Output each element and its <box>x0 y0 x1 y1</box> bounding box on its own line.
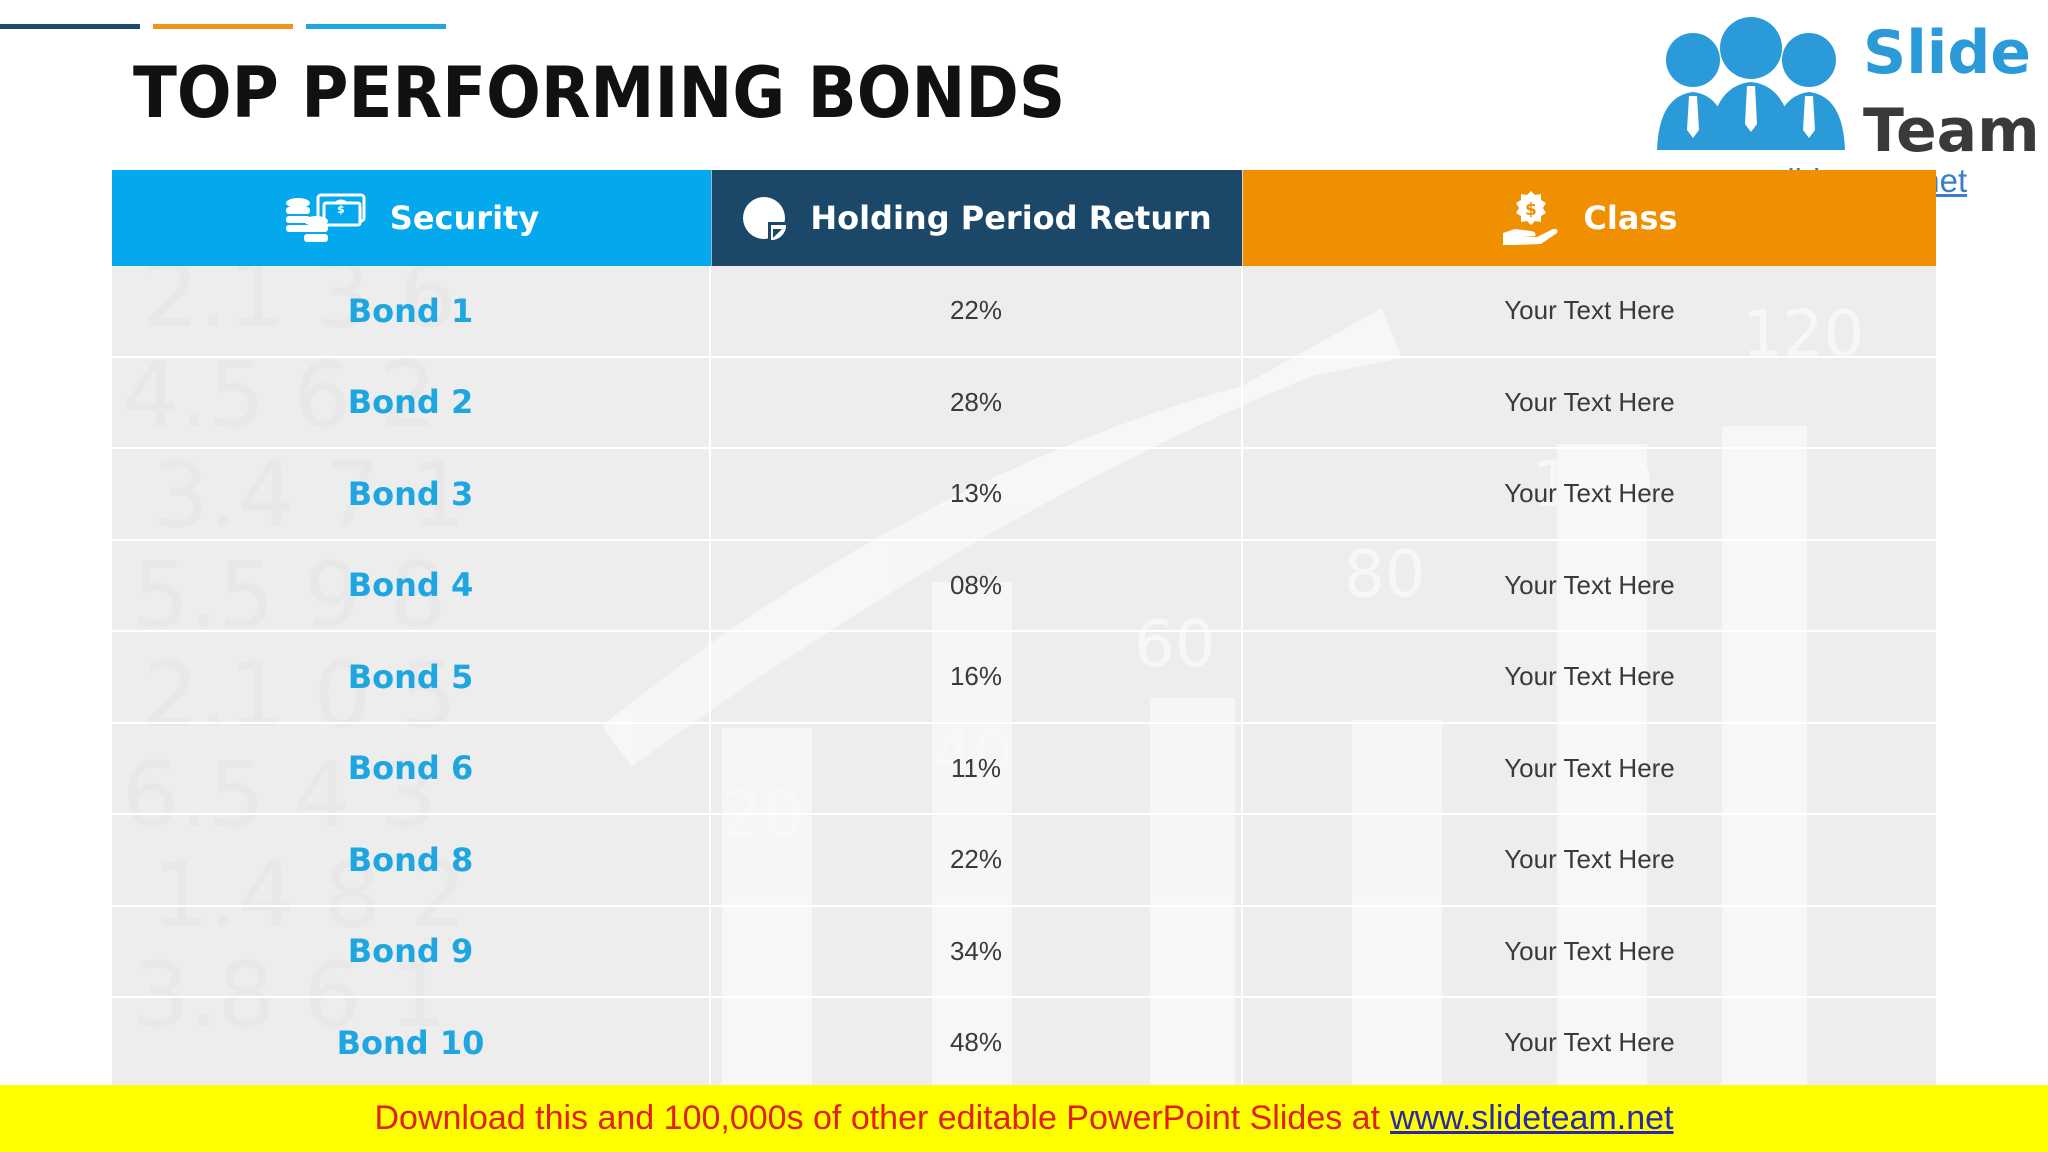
svg-text:1.4 8 2: 1.4 8 2 <box>152 843 467 948</box>
table-row: Bond 1 22% Your Text Here <box>112 266 1936 358</box>
return-cell: 13% <box>711 449 1243 539</box>
svg-text:20: 20 <box>722 778 803 852</box>
svg-text:100: 100 <box>1532 448 1654 522</box>
table-row: Bond 8 22% Your Text Here <box>112 815 1936 907</box>
svg-text:80: 80 <box>1344 538 1425 612</box>
svg-text:60: 60 <box>1134 608 1215 682</box>
svg-text:3.8 6 1: 3.8 6 1 <box>132 943 447 1048</box>
people-logo-icon <box>1657 17 1845 150</box>
return-cell: 48% <box>711 998 1243 1085</box>
security-cell: Bond 8 <box>112 815 711 905</box>
class-cell: Your Text Here <box>1504 844 1675 875</box>
class-cell: Your Text Here <box>1504 386 1675 417</box>
logo-word-team: Team <box>1863 96 2040 166</box>
security-cell: Bond 9 <box>112 906 711 996</box>
header-class-label: Class <box>1583 199 1678 237</box>
svg-text:120: 120 <box>1742 298 1864 372</box>
table-row: Bond 4 08% Your Text Here <box>112 540 1936 632</box>
svg-text:6.5 4 3: 6.5 4 3 <box>122 743 437 848</box>
header-security: $ Security <box>112 170 711 266</box>
banner-link[interactable]: www.slideteam.net <box>1390 1099 1674 1137</box>
svg-text:2.1 0 5: 2.1 0 5 <box>142 643 457 748</box>
slideteam-logo[interactable]: Slide Team www.slideteam.net <box>1641 0 2048 199</box>
page-title: TOP PERFORMING BONDS <box>133 52 1066 134</box>
table-row: Bond 6 11% Your Text Here <box>112 723 1936 815</box>
class-cell: Your Text Here <box>1504 935 1675 966</box>
table-body: Bond 1 22% Your Text Here Bond 2 28% You… <box>112 266 1936 1085</box>
header-class: $ Class <box>1243 170 1936 266</box>
return-cell: 28% <box>711 357 1243 447</box>
return-cell: 08% <box>711 540 1243 630</box>
svg-text:4.5 6 2: 4.5 6 2 <box>122 343 437 448</box>
table-row: Bond 10 48% Your Text Here <box>112 998 1936 1085</box>
svg-text:40: 40 <box>932 718 1013 792</box>
chart-background-image: 120 100 80 60 40 20 2.1 3 6 4.5 6 2 3.4 … <box>122 266 1864 1085</box>
return-cell: 34% <box>711 906 1243 996</box>
header-return-label: Holding Period Return <box>810 199 1212 237</box>
class-cell: Your Text Here <box>1504 1027 1675 1058</box>
svg-text:3.4 7 1: 3.4 7 1 <box>152 443 467 548</box>
class-cell: Your Text Here <box>1504 478 1675 509</box>
security-cell: Bond 5 <box>112 632 711 722</box>
security-cell: Bond 1 <box>112 266 711 356</box>
accent-line-blue <box>306 24 446 29</box>
security-cell: Bond 6 <box>112 723 711 813</box>
header-security-label: Security <box>389 199 540 237</box>
table-row: Bond 9 34% Your Text Here <box>112 906 1936 998</box>
table-header-row: $ Security Holding Period <box>112 170 1936 266</box>
security-cell: Bond 3 <box>112 449 711 539</box>
table-row: Bond 2 28% Your Text Here <box>112 357 1936 449</box>
security-cell: Bond 10 <box>112 998 711 1085</box>
class-cell: Your Text Here <box>1504 295 1675 326</box>
logo-word-slide: Slide <box>1863 18 2031 88</box>
class-cell: Your Text Here <box>1504 752 1675 783</box>
svg-text:$: $ <box>337 203 345 216</box>
accent-line-navy <box>0 24 140 29</box>
hand-dollar-icon: $ <box>1503 191 1558 245</box>
table-row: Bond 3 13% Your Text Here <box>112 449 1936 541</box>
accent-line-orange <box>153 24 293 29</box>
svg-text:$: $ <box>1525 200 1537 220</box>
return-cell: 16% <box>711 632 1243 722</box>
class-cell: Your Text Here <box>1504 661 1675 692</box>
banner-text: Download this and 100,000s of other edit… <box>374 1099 1381 1137</box>
security-cell: Bond 4 <box>112 540 711 630</box>
bonds-table: 120 100 80 60 40 20 2.1 3 6 4.5 6 2 3.4 … <box>112 170 1936 1085</box>
title-accent-lines <box>0 24 460 29</box>
return-cell: 22% <box>711 266 1243 356</box>
money-coins-icon: $ <box>285 193 366 242</box>
download-banner: Download this and 100,000s of other edit… <box>0 1085 2048 1152</box>
security-cell: Bond 2 <box>112 357 711 447</box>
return-cell: 22% <box>711 815 1243 905</box>
class-cell: Your Text Here <box>1504 569 1675 600</box>
header-return: Holding Period Return <box>711 170 1243 266</box>
svg-text:2.1 3 6: 2.1 3 6 <box>142 266 457 348</box>
table-row: Bond 5 16% Your Text Here <box>112 632 1936 724</box>
return-cell: 11% <box>711 723 1243 813</box>
pie-chart-icon <box>743 197 787 240</box>
